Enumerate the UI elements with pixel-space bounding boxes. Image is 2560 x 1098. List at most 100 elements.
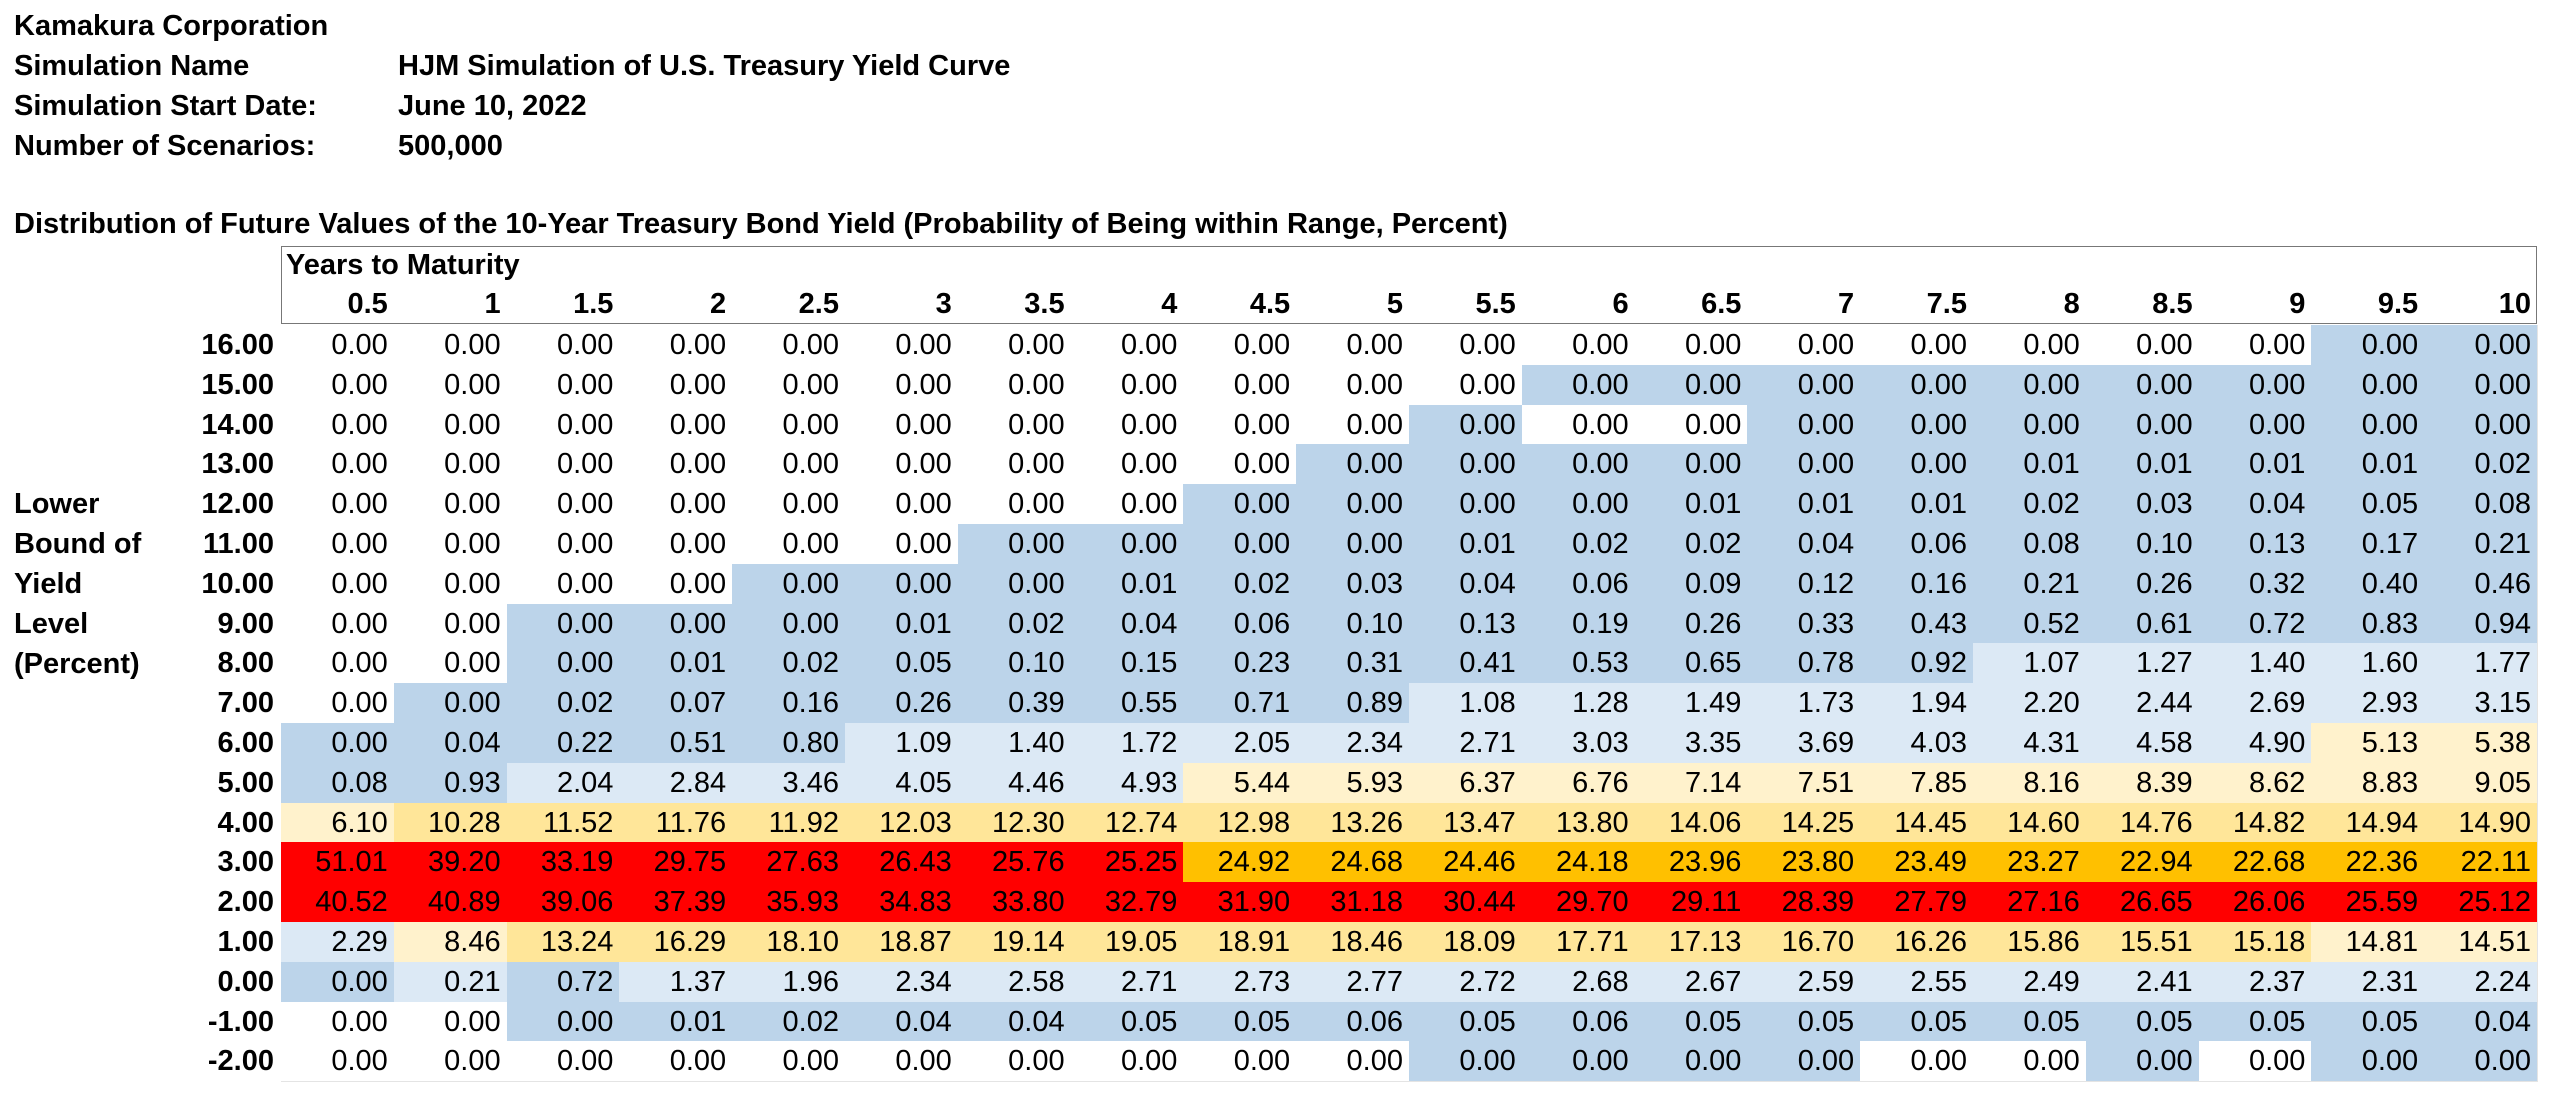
yield-level-label: 8.00 [217,647,274,680]
probability-cell: 16.29 [619,922,734,963]
probability-cell: 0.01 [1634,484,1749,525]
probability-cell: 15.18 [2198,922,2313,963]
yield-level-label: 12.00 [201,488,274,521]
yield-level-label: 4.00 [217,806,274,839]
probability-cell: 3.15 [2424,683,2538,724]
probability-cell: 1.40 [2198,643,2313,685]
yield-level-label: 6.00 [217,727,274,759]
probability-cell: 6.10 [281,802,395,844]
probability-cell: 0.00 [1409,404,1523,446]
probability-cell: 0.00 [1860,1041,1974,1083]
maturity-header: 6.5 [1701,288,1742,320]
start-date-label: Simulation Start Date: [14,90,317,122]
probability-cell: 0.04 [1409,563,1523,605]
maturity-header: 5.5 [1475,288,1516,320]
probability-cell: 0.13 [2198,524,2313,565]
probability-cell: 25.76 [957,842,1072,884]
probability-cell: 23.80 [1747,842,1862,884]
probability-cell: 27.79 [1860,882,1974,923]
probability-cell: 24.92 [1183,842,1298,884]
probability-cell: 4.93 [1070,762,1185,804]
probability-cell: 1.94 [1860,683,1974,724]
probability-cell: 18.87 [845,922,959,963]
probability-cell: 0.00 [1296,1041,1410,1083]
maturity-header: 1.5 [573,288,614,320]
probability-cell: 0.00 [2085,325,2200,366]
probability-cell: 0.04 [1070,603,1185,645]
probability-cell: 25.25 [1070,842,1185,884]
probability-cell: 0.00 [732,603,846,645]
probability-cell: 1.73 [1747,683,1862,724]
probability-cell: 14.90 [2424,802,2538,844]
probability-cell: 0.00 [1634,364,1749,406]
probability-cell: 0.26 [2085,563,2200,605]
probability-cell: 23.27 [1973,842,2087,884]
probability-cell: 0.02 [506,683,621,724]
probability-cell: 0.26 [845,683,959,724]
probability-cell: 0.21 [393,961,508,1003]
probability-cell: 29.70 [1521,882,1636,923]
probability-cell: 25.12 [2424,882,2538,923]
probability-cell: 24.18 [1521,842,1636,884]
probability-cell: 3.46 [732,762,846,804]
scenarios-row: Number of Scenarios: 500,000 [14,128,1214,166]
probability-cell: 0.02 [732,643,846,685]
probability-cell: 0.00 [1409,1041,1523,1083]
probability-cell: 0.00 [732,524,846,565]
probability-cell: 0.00 [619,325,734,366]
probability-cell: 0.02 [1634,524,1749,565]
probability-cell: 0.00 [393,524,508,565]
probability-cell: 0.32 [2198,563,2313,605]
probability-cell: 18.09 [1409,922,1523,963]
probability-cell: 0.04 [957,1001,1072,1043]
probability-cell: 0.39 [957,683,1072,724]
yield-level-label: 7.00 [217,687,274,720]
probability-cell: 0.46 [2424,563,2538,605]
probability-cell: 0.05 [2198,1001,2313,1043]
probability-cell: 0.00 [845,484,959,525]
probability-cell: 0.00 [281,723,395,764]
probability-cell: 0.00 [393,1001,508,1043]
probability-cell: 0.00 [619,364,734,406]
probability-cell: 0.41 [1409,643,1523,685]
row-axis-label: Lower Bound of Yield Level (Percent) [14,484,174,684]
probability-cell: 0.00 [732,325,846,366]
scenarios-value: 500,000 [398,130,503,162]
probability-cell: 0.83 [2311,603,2426,645]
probability-cell: 2.49 [1973,961,2087,1003]
probability-cell: 0.00 [1521,364,1636,406]
probability-cell: 33.80 [957,882,1072,923]
probability-cell: 0.52 [1973,603,2087,645]
probability-cell: 0.00 [1973,325,2087,366]
probability-cell: 5.93 [1296,762,1410,804]
probability-cell: 51.01 [281,842,395,884]
probability-cell: 2.73 [1183,961,1298,1003]
probability-cell: 40.89 [393,882,508,923]
probability-cell: 12.98 [1183,802,1298,844]
probability-cell: 0.00 [1747,364,1862,406]
probability-cell: 0.00 [1183,524,1298,565]
probability-cell: 0.00 [845,1041,959,1083]
probability-cell: 0.00 [1634,404,1749,446]
probability-cell: 1.27 [2085,643,2200,685]
probability-cell: 0.00 [1183,325,1298,366]
probability-cell: 0.00 [845,404,959,446]
probability-cell: 0.00 [1860,404,1974,446]
probability-cell: 0.00 [1521,484,1636,525]
probability-cell: 1.07 [1973,643,2087,685]
probability-cell: 0.16 [1860,563,1974,605]
probability-cell: 0.04 [1747,524,1862,565]
probability-cell: 0.00 [1521,1041,1636,1083]
probability-cell: 0.00 [506,643,621,685]
probability-cell: 8.46 [393,922,508,963]
probability-cell: 2.93 [2311,683,2426,724]
probability-cell: 40.52 [281,882,395,923]
probability-cell: 9.05 [2424,762,2538,804]
probability-cell: 0.00 [281,484,395,525]
probability-cell: 2.31 [2311,961,2426,1003]
probability-cell: 15.51 [2085,922,2200,963]
probability-cell: 0.00 [506,404,621,446]
probability-cell: 25.59 [2311,882,2426,923]
probability-cell: 11.92 [732,802,846,844]
probability-cell: 0.00 [1747,444,1862,486]
